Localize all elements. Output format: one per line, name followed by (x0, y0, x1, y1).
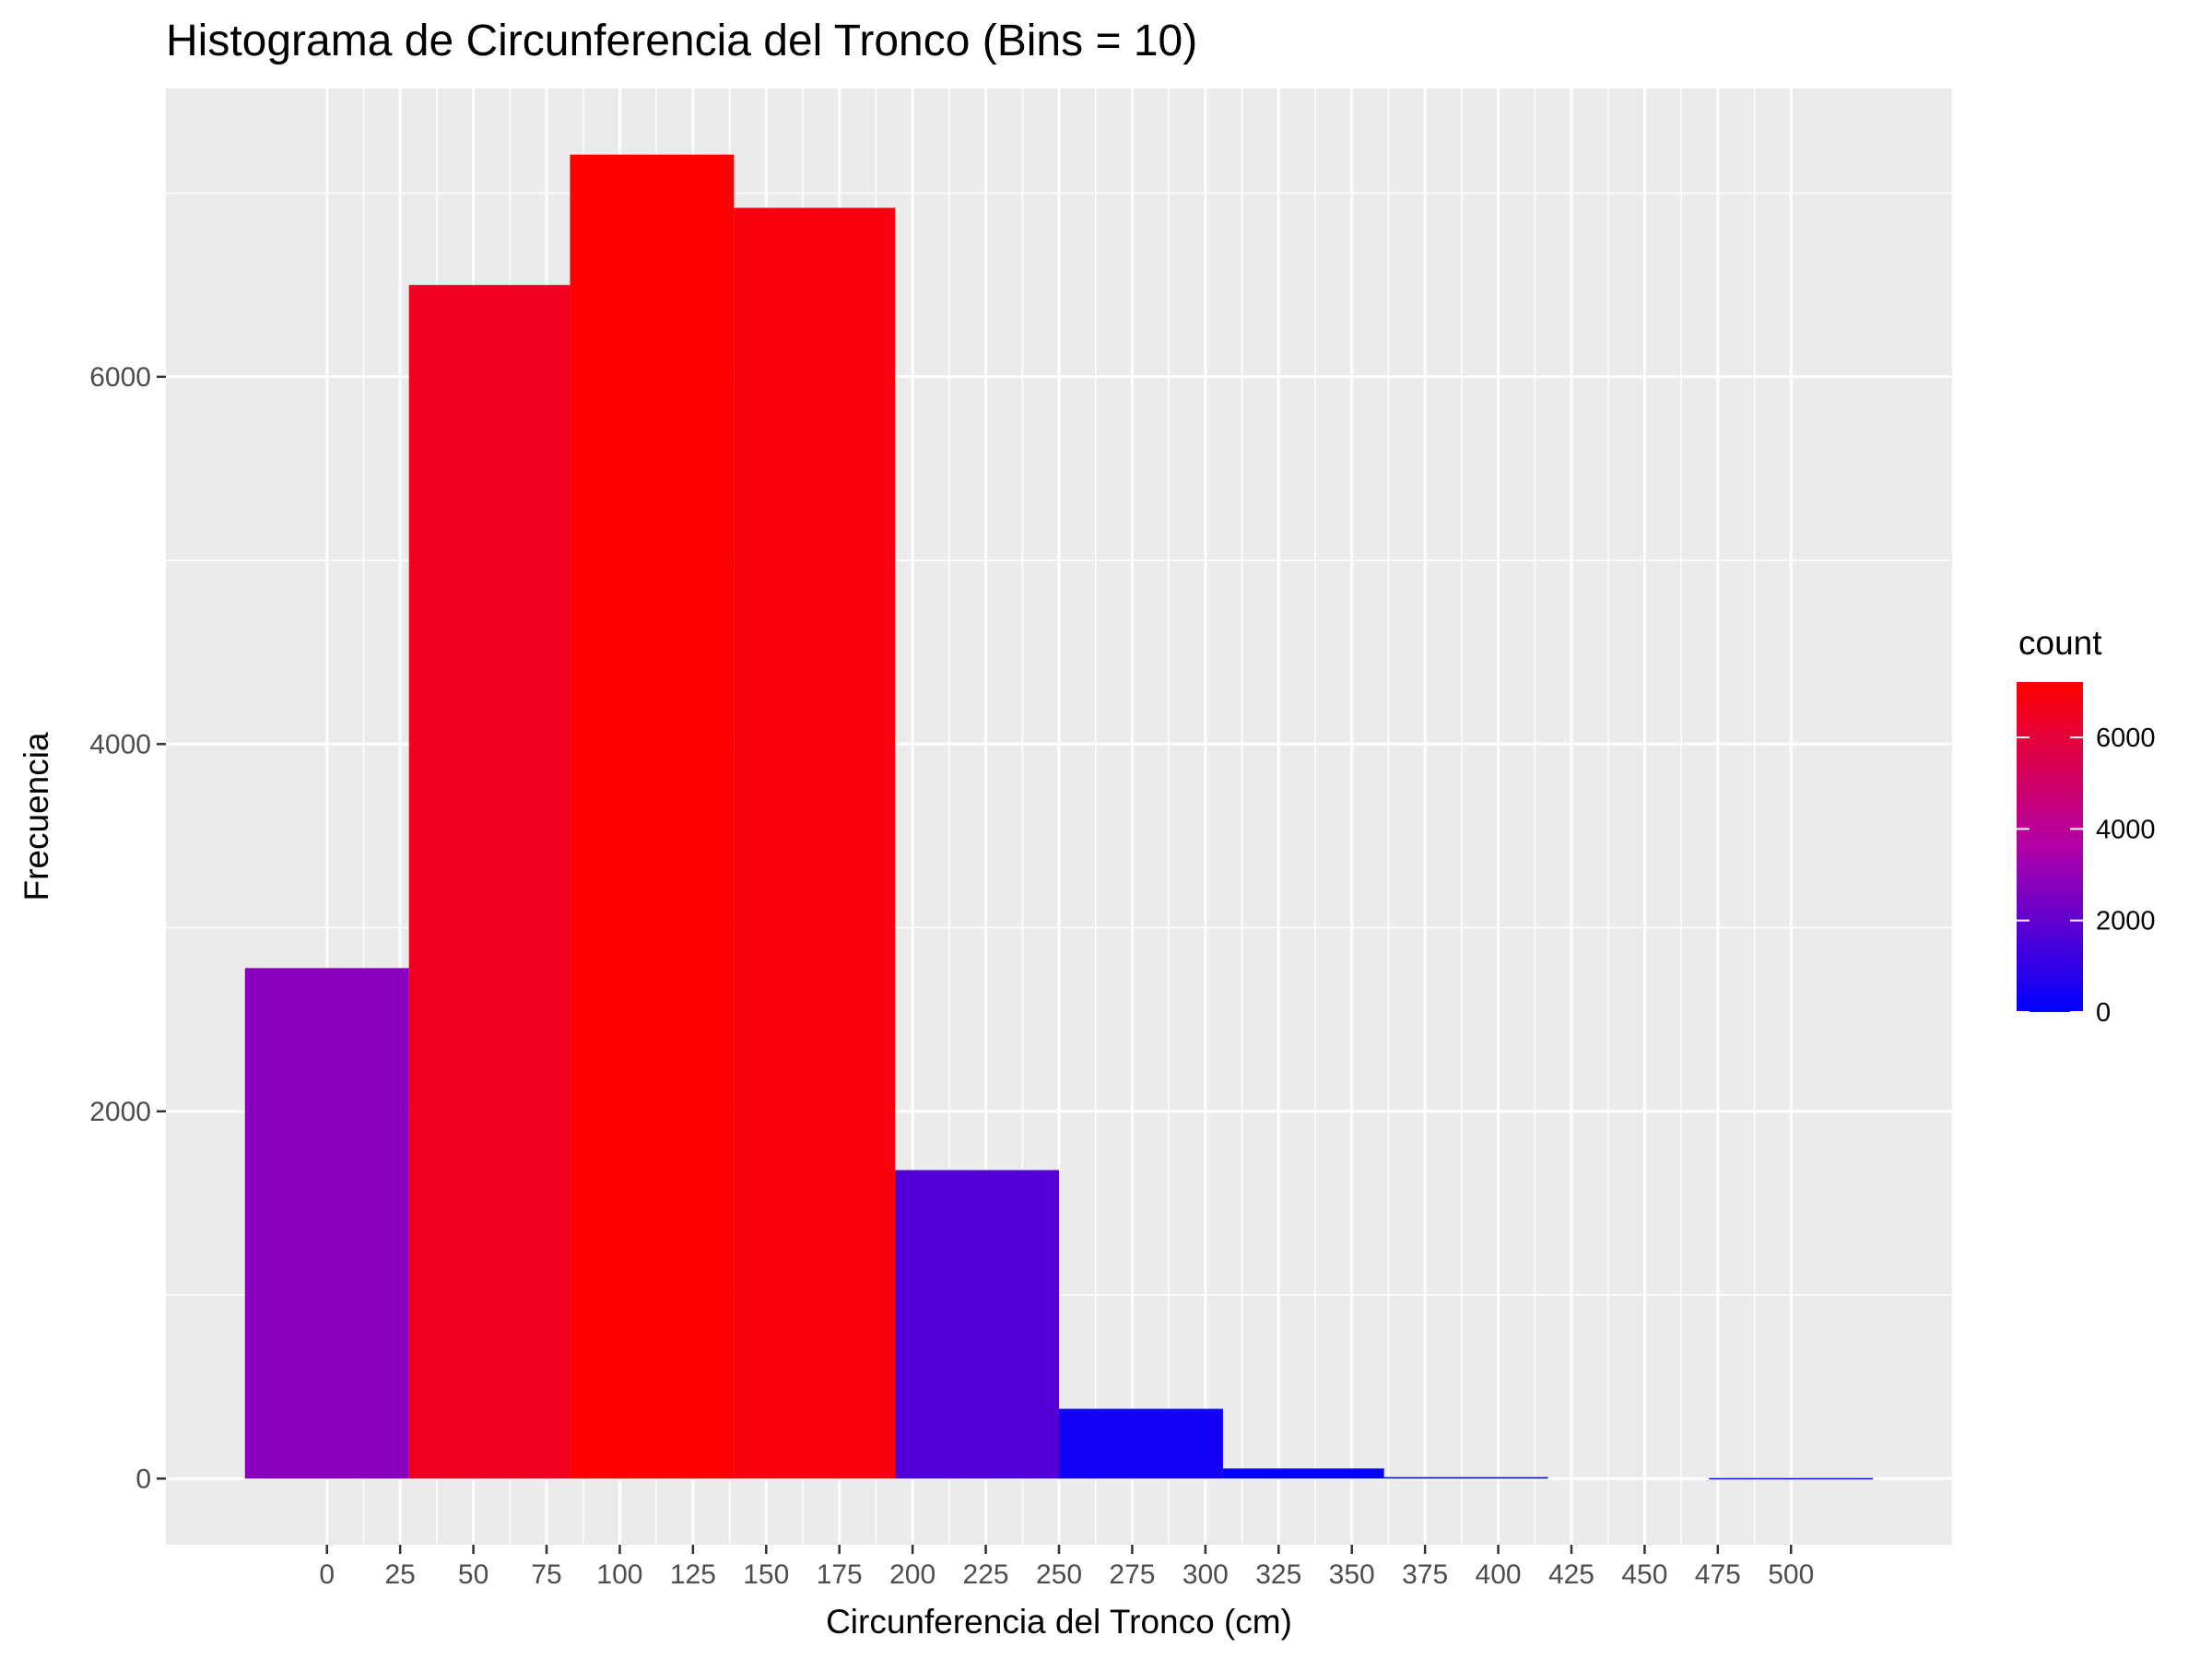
x-axis: 0 25 50 75 100 125 150 175 200 225 250 275 300 325 350… (319, 1545, 1814, 1590)
histogram-bar (895, 1170, 1059, 1479)
legend-color-bar (2017, 682, 2083, 1012)
x-axis-title: Circunferencia del Tronco (cm) (826, 1603, 1292, 1641)
x-tick-label: 425 (1548, 1559, 1594, 1590)
x-tick-label: 500 (1768, 1559, 1814, 1590)
color-legend: count 0 2000 4000 6000 (2017, 624, 2156, 1028)
x-tick-label: 250 (1036, 1559, 1082, 1590)
x-tick-label: 225 (963, 1559, 1009, 1590)
x-tick-label: 125 (670, 1559, 716, 1590)
histogram-bar (1383, 1477, 1548, 1479)
y-tick-label: 4000 (89, 729, 151, 759)
x-tick-label: 175 (817, 1559, 863, 1590)
histogram-bar (734, 207, 896, 1479)
legend-tick-label: 6000 (2096, 724, 2156, 753)
histogram-bar (1059, 1408, 1223, 1479)
y-tick-label: 2000 (89, 1097, 151, 1127)
x-tick-label: 300 (1182, 1559, 1229, 1590)
legend-tick-label: 2000 (2096, 907, 2156, 936)
histogram-bar (1709, 1477, 1874, 1480)
x-tick-label: 0 (319, 1559, 335, 1590)
x-tick-label: 50 (458, 1559, 488, 1590)
x-tick-label: 200 (889, 1559, 935, 1590)
x-tick-label: 150 (743, 1559, 789, 1590)
y-tick-label: 0 (135, 1464, 151, 1494)
histogram-bar (244, 968, 409, 1479)
legend-ticks: 0 2000 4000 6000 (2017, 724, 2156, 1028)
x-tick-label: 75 (531, 1559, 561, 1590)
legend-title: count (2018, 624, 2102, 662)
legend-tick-label: 0 (2096, 998, 2111, 1028)
histogram-bar (408, 285, 571, 1479)
x-tick-label: 375 (1402, 1559, 1448, 1590)
histogram-bar (570, 154, 735, 1479)
y-axis: 0 2000 4000 6000 (89, 362, 166, 1494)
x-tick-label: 275 (1109, 1559, 1155, 1590)
x-tick-label: 350 (1329, 1559, 1375, 1590)
histogram-bar (1222, 1468, 1384, 1479)
y-tick-label: 6000 (89, 362, 151, 393)
x-tick-label: 25 (384, 1559, 415, 1590)
x-tick-label: 475 (1695, 1559, 1741, 1590)
x-tick-label: 400 (1476, 1559, 1522, 1590)
legend-tick-label: 4000 (2096, 815, 2156, 844)
histogram-bars (244, 154, 1874, 1480)
chart-title: Histograma de Circunferencia del Tronco … (166, 17, 1197, 65)
x-tick-label: 450 (1621, 1559, 1667, 1590)
x-tick-label: 325 (1255, 1559, 1301, 1590)
y-axis-title: Frecuencia (18, 732, 55, 900)
x-tick-label: 100 (596, 1559, 642, 1590)
